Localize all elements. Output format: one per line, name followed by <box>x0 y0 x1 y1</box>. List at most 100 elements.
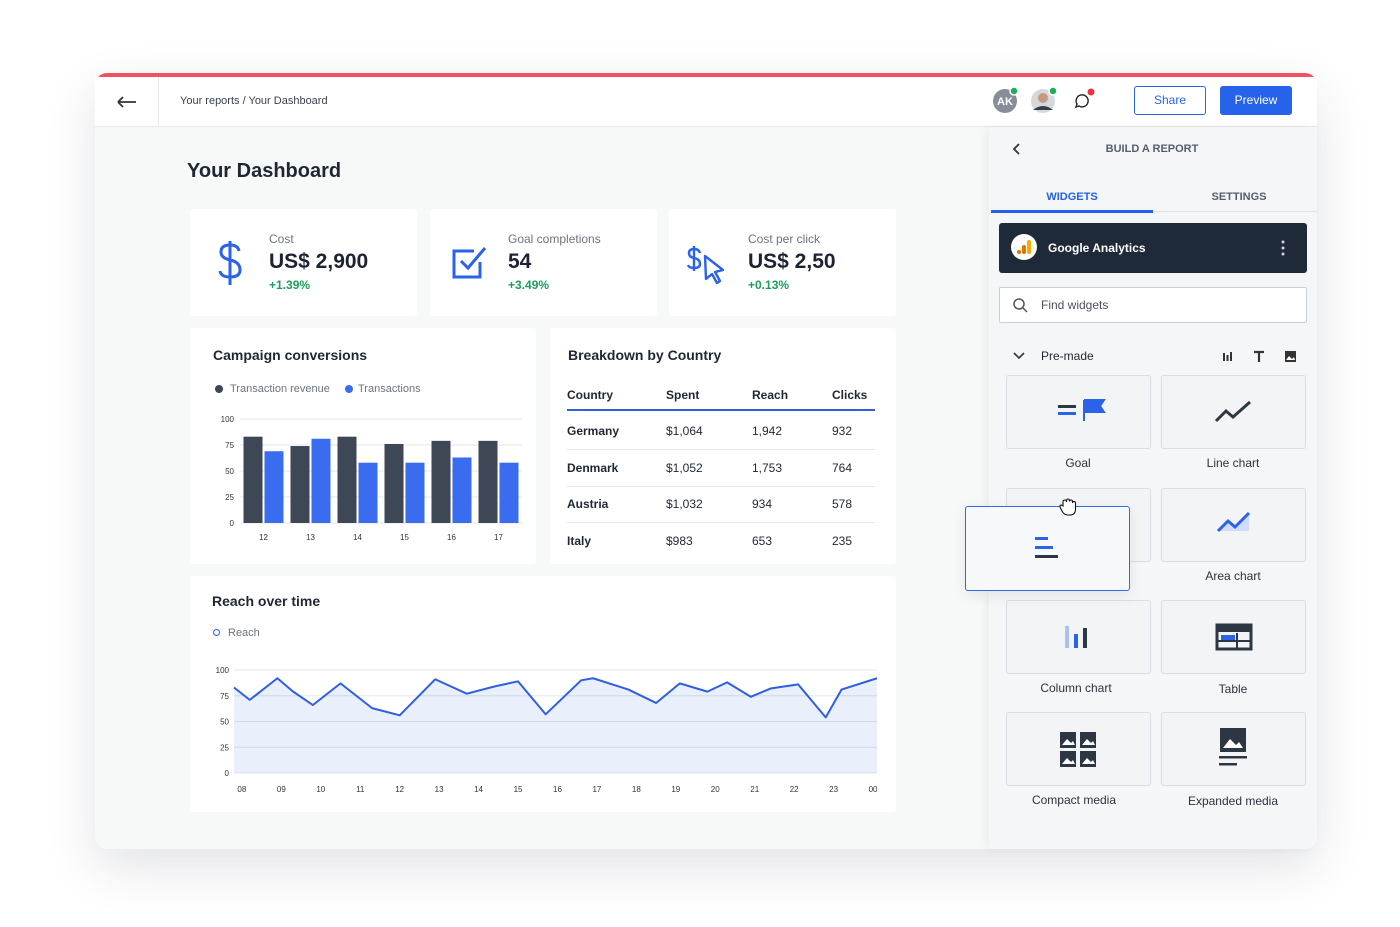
avatar-initials: AK <box>997 96 1013 108</box>
widget-label: Compact media <box>1031 793 1117 807</box>
dashboard-title: Your Dashboard <box>187 160 342 182</box>
x-tick-label: 00 <box>869 785 878 794</box>
table-cell: $1,064 <box>666 424 703 438</box>
legend-swatch <box>345 385 353 393</box>
data-source-name: Google Analytics <box>1048 241 1146 255</box>
widget-label: Expanded media <box>1187 794 1279 808</box>
chart-card: 0 25 50 75 100 12 13 14 15 16 17 <box>190 328 536 564</box>
panel-back[interactable] <box>1010 142 1024 156</box>
table-cell: Italy <box>567 533 592 548</box>
column-header: Reach <box>752 388 789 402</box>
widget-tile[interactable] <box>1161 375 1306 449</box>
bar <box>431 440 451 523</box>
table-cell: $1,052 <box>666 460 703 475</box>
x-tick-label: 20 <box>711 785 720 794</box>
x-tick-label: 12 <box>259 533 268 542</box>
bar <box>337 436 357 523</box>
x-tick-label: 09 <box>277 785 286 794</box>
table-cell: 764 <box>832 460 853 475</box>
table-cell: 235 <box>832 533 853 548</box>
search-icon <box>1013 298 1028 313</box>
text-widget-icon <box>1035 537 1058 558</box>
widget-label: Line chart <box>1206 456 1260 470</box>
goal-icon <box>452 247 487 279</box>
bar <box>405 462 425 523</box>
table-cell: 1,942 <box>752 424 783 438</box>
avatar[interactable] <box>993 89 1017 113</box>
cpc-icon <box>686 246 725 285</box>
y-tick-label: 100 <box>221 415 235 424</box>
avatar-body <box>1033 106 1053 110</box>
x-tick-label: 11 <box>356 785 365 794</box>
filter-icons <box>1223 350 1296 362</box>
x-tick-label: 08 <box>237 785 246 794</box>
top-bar <box>95 77 1317 127</box>
y-tick-label: 50 <box>220 718 229 727</box>
kpi-label: Cost <box>269 232 294 246</box>
legend-label: Transactions <box>358 383 421 395</box>
data-source[interactable] <box>999 223 1307 273</box>
column-header: Spent <box>666 388 700 402</box>
more-menu[interactable] <box>1278 239 1288 257</box>
accent-bar <box>95 73 1317 77</box>
bar <box>478 440 498 523</box>
compact-media-icon <box>1060 732 1096 767</box>
notification-dot <box>1087 88 1095 96</box>
x-tick-label: 15 <box>400 533 409 542</box>
widget-tile[interactable] <box>1006 600 1151 674</box>
area-chart-icon <box>1216 511 1251 533</box>
line <box>233 677 878 719</box>
table-cell: Austria <box>567 497 609 512</box>
kpi-value: US$ 2,900 <box>269 250 369 273</box>
avatar-face <box>1038 93 1048 103</box>
share-label: Share <box>1153 93 1187 107</box>
breadcrumb[interactable]: Your reports / Your Dashboard <box>180 95 328 107</box>
table-title: Breakdown by Country <box>568 347 722 363</box>
kpi-card <box>430 209 657 316</box>
legend-label: Reach <box>228 627 260 639</box>
x-tick-label: 13 <box>306 533 315 542</box>
x-tick-label: 12 <box>395 785 404 794</box>
line-chart: 0 25 50 75 100 08 09 10 11 12 13 14 15 16 17 18 19 20 21 22… <box>216 666 878 794</box>
x-tick-label: 16 <box>553 785 562 794</box>
table-cell: $983 <box>666 533 693 548</box>
bar <box>264 451 284 523</box>
x-tick-label: 19 <box>671 785 680 794</box>
text-filter[interactable] <box>1254 350 1264 362</box>
legend-swatch <box>215 385 223 393</box>
search-box[interactable] <box>999 287 1307 323</box>
chart-title: Reach over time <box>212 593 321 609</box>
widget-tile[interactable] <box>1006 375 1151 449</box>
cost-icon <box>218 241 242 285</box>
x-tick-label: 14 <box>474 785 483 794</box>
tab-active[interactable]: WIDGETS <box>1046 191 1098 203</box>
area <box>234 678 877 773</box>
x-tick-label: 22 <box>790 785 799 794</box>
kpi-change: +1.39% <box>269 278 311 292</box>
table-cell: 932 <box>832 424 853 438</box>
widget-icons <box>1058 399 1253 767</box>
ga-logo <box>1011 234 1037 260</box>
bar <box>358 462 378 523</box>
tab[interactable]: SETTINGS <box>1211 191 1267 203</box>
kpi-value: US$ 2,50 <box>748 250 836 273</box>
bar-chart: 0 25 50 75 100 12 13 14 15 16 17 <box>221 415 522 542</box>
section-toggle[interactable] <box>1012 351 1026 361</box>
y-tick-label: 50 <box>225 467 234 476</box>
legend-label: Transaction revenue <box>230 383 330 395</box>
widget-tile[interactable] <box>1006 712 1151 786</box>
media-filter[interactable] <box>1285 351 1296 362</box>
table-cell: $1,032 <box>666 497 703 512</box>
chart-filter[interactable] <box>1223 352 1232 361</box>
bar <box>243 436 263 523</box>
y-tick-label: 75 <box>225 441 234 450</box>
row-rule <box>567 449 875 450</box>
preview-button[interactable] <box>1220 86 1292 115</box>
x-tick-label: 10 <box>316 785 325 794</box>
back-arrow[interactable] <box>115 92 139 112</box>
widget-label: Column chart <box>1040 681 1112 695</box>
share-button[interactable] <box>1134 86 1206 115</box>
bar <box>499 462 519 523</box>
table-cell: Germany <box>567 424 620 438</box>
